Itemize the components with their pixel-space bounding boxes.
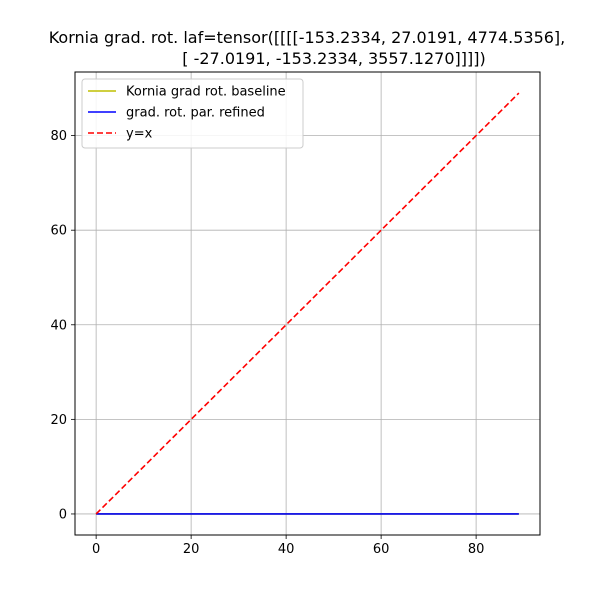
- x-tick-label: 80: [468, 542, 485, 557]
- legend: Kornia grad rot. baseline grad. rot. par.…: [81, 78, 304, 149]
- legend-box: [81, 78, 304, 149]
- y-tick-label: 0: [59, 507, 67, 522]
- x-tick-label: 40: [278, 542, 295, 557]
- chart-title-line-2: [ -27.0191, -153.2334, 3557.1270]]]]): [182, 49, 485, 68]
- y-tick-label: 20: [50, 413, 67, 428]
- legend-label-2: y=x: [126, 127, 153, 142]
- legend-label-0: Kornia grad rot. baseline: [126, 85, 286, 100]
- plot-frame: [74, 71, 541, 536]
- axis-ticks: 0 20 40 60 80 0 20 40 60 80: [50, 129, 484, 557]
- x-tick-label: 60: [373, 542, 390, 557]
- x-tick-label: 20: [183, 542, 200, 557]
- y-tick-label: 40: [50, 318, 67, 333]
- series-line-2: [95, 92, 520, 515]
- series-lines: [95, 92, 520, 515]
- x-tick-label: 0: [92, 542, 100, 557]
- y-tick-label: 80: [50, 129, 67, 144]
- legend-label-1: grad. rot. par. refined: [126, 106, 265, 121]
- chart-title-line-1: Kornia grad. rot. laf=tensor([[[[-153.23…: [49, 28, 566, 47]
- y-tick-label: 60: [50, 224, 67, 239]
